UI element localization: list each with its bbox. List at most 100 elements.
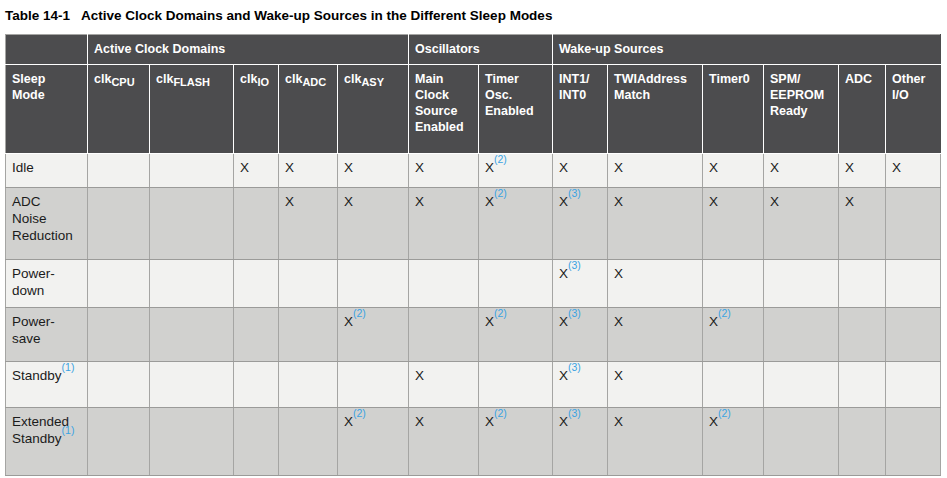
table-cell: X <box>608 260 703 308</box>
column-header-clk-asy: clkASY <box>338 65 409 154</box>
table-cell: X <box>839 188 886 260</box>
group-header-row: Active Clock DomainsOscillatorsWake-up S… <box>6 35 941 65</box>
sleep-modes-table: Active Clock DomainsOscillatorsWake-up S… <box>5 34 941 476</box>
table-cell <box>150 308 234 362</box>
table-number: Table 14-1 <box>5 8 70 23</box>
table-cell <box>88 308 150 362</box>
table-cell: X <box>409 408 479 476</box>
table-cell <box>150 408 234 476</box>
table-cell <box>279 408 338 476</box>
table-cell <box>886 408 941 476</box>
table-cell: X(2) <box>703 408 764 476</box>
table-cell: X(2) <box>479 154 553 188</box>
footnote-ref: (2) <box>353 307 366 319</box>
footnote-ref: (2) <box>718 307 731 319</box>
clock-domain-label: clkASY <box>344 72 384 86</box>
footnote-ref: (3) <box>568 187 581 199</box>
table-cell <box>886 362 941 408</box>
table-cell: X <box>338 154 409 188</box>
column-header-other-i-o: Other I/O <box>886 65 941 154</box>
footnote-ref: (2) <box>494 307 507 319</box>
table-cell <box>703 362 764 408</box>
table-cell: X(2) <box>338 308 409 362</box>
clock-domain-label: clkCPU <box>94 72 135 86</box>
footnote-ref: (2) <box>353 407 366 419</box>
column-header-main-clock-source-enabled: Main Clock Source Enabled <box>409 65 479 154</box>
clock-domain-subscript: CPU <box>111 76 134 88</box>
table-cell: X(3) <box>553 260 608 308</box>
table-cell <box>88 154 150 188</box>
table-cell: X <box>409 362 479 408</box>
table-cell: X <box>608 408 703 476</box>
table-cell <box>886 188 941 260</box>
table-cell <box>409 308 479 362</box>
column-header-spm-eeprom-ready: SPM/EEPROM Ready <box>764 65 839 154</box>
table-cell <box>409 260 479 308</box>
table-cell: X <box>279 154 338 188</box>
table-cell <box>150 362 234 408</box>
table-cell <box>338 362 409 408</box>
table-cell <box>886 260 941 308</box>
table-cell <box>479 362 553 408</box>
group-header-active-clock-domains: Active Clock Domains <box>88 35 409 65</box>
table-cell: X <box>608 308 703 362</box>
table-cell <box>234 188 279 260</box>
footnote-ref: (2) <box>718 407 731 419</box>
table-cell <box>764 308 839 362</box>
datasheet-page: Table 14-1 Active Clock Domains and Wake-… <box>0 0 947 478</box>
table-body: IdleXXXXX(2)XXXXXXADC Noise ReductionXXX… <box>6 154 941 476</box>
table-cell <box>234 408 279 476</box>
sleep-mode-cell: Power-save <box>6 308 88 362</box>
table-cell: X <box>409 188 479 260</box>
table-cell <box>234 362 279 408</box>
table-cell <box>703 260 764 308</box>
table-cell <box>88 260 150 308</box>
table-cell <box>764 260 839 308</box>
table-cell <box>150 260 234 308</box>
table-cell <box>234 308 279 362</box>
sleep-mode-cell: Idle <box>6 154 88 188</box>
table-cell <box>279 308 338 362</box>
table-cell: X(3) <box>553 408 608 476</box>
column-header-timer-osc-enabled: Timer Osc. Enabled <box>479 65 553 154</box>
sleep-mode-cell: Standby(1) <box>6 362 88 408</box>
table-cell: X(2) <box>479 408 553 476</box>
column-header-clk-flash: clkFLASH <box>150 65 234 154</box>
table-row: Standby(1)XX(3)X <box>6 362 941 408</box>
table-row: Power-downX(3)X <box>6 260 941 308</box>
table-title: Table 14-1 Active Clock Domains and Wake-… <box>5 8 947 23</box>
table-row: IdleXXXXX(2)XXXXXX <box>6 154 941 188</box>
clock-domain-subscript: IO <box>257 76 269 88</box>
footnote-ref: (3) <box>568 259 581 271</box>
table-cell <box>764 408 839 476</box>
column-header-adc: ADC <box>839 65 886 154</box>
footnote-ref: (1) <box>62 361 75 373</box>
table-cell <box>839 362 886 408</box>
table-cell: X(2) <box>479 188 553 260</box>
table-cell <box>234 260 279 308</box>
table-cell <box>88 362 150 408</box>
table-cell: X <box>409 154 479 188</box>
table-caption: Active Clock Domains and Wake-up Sources… <box>81 8 552 23</box>
footnote-ref: (1) <box>62 424 75 436</box>
group-header-oscillators: Oscillators <box>409 35 553 65</box>
column-header-twiaddress-match: TWIAddress Match <box>608 65 703 154</box>
table-cell: X <box>703 154 764 188</box>
table-row: Extended Standby(1)X(2)XX(2)X(3)XX(2) <box>6 408 941 476</box>
column-header-int1-int0: INT1/INT0 <box>553 65 608 154</box>
footnote-ref: (3) <box>568 307 581 319</box>
column-header-clk-cpu: clkCPU <box>88 65 150 154</box>
clock-domain-subscript: ADC <box>302 76 326 88</box>
column-header-clk-adc: clkADC <box>279 65 338 154</box>
table-cell: X(3) <box>553 188 608 260</box>
table-cell: X <box>764 188 839 260</box>
table-cell: X <box>553 154 608 188</box>
clock-domain-label: clkFLASH <box>156 72 210 86</box>
table-cell <box>839 260 886 308</box>
table-cell <box>279 260 338 308</box>
column-header-row: Sleep ModeclkCPUclkFLASHclkIOclkADCclkAS… <box>6 65 941 154</box>
table-cell <box>479 260 553 308</box>
table-cell <box>764 362 839 408</box>
table-cell <box>839 408 886 476</box>
footnote-ref: (2) <box>494 407 507 419</box>
